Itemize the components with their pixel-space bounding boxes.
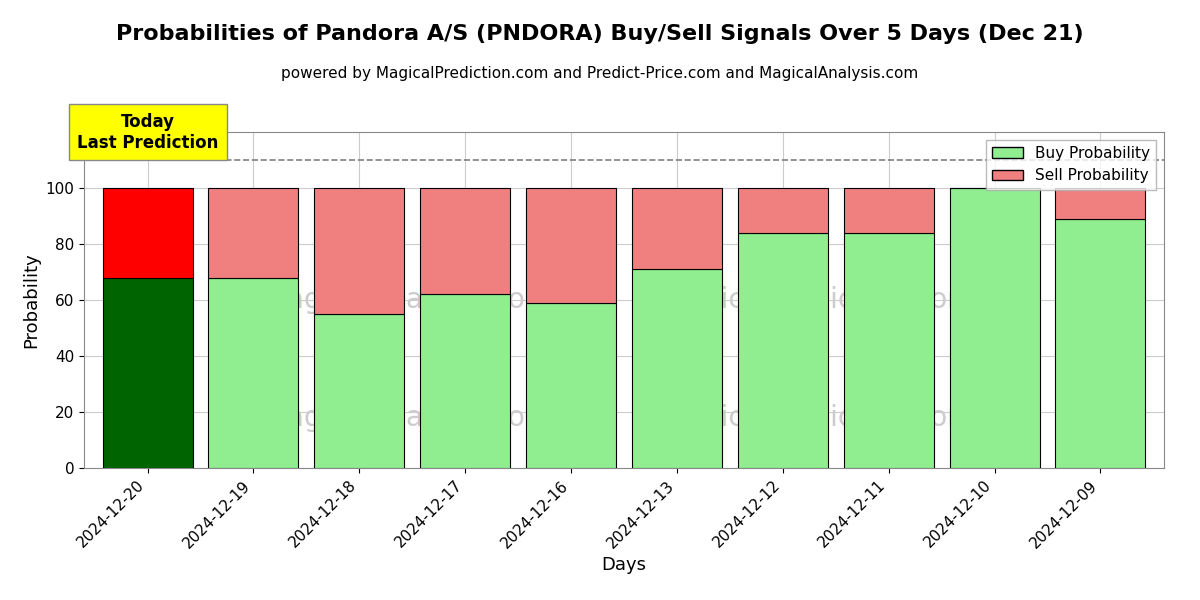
Bar xyxy=(209,188,299,278)
Bar xyxy=(526,188,616,303)
Bar xyxy=(314,188,404,314)
Bar xyxy=(844,233,934,468)
Bar xyxy=(632,188,722,269)
Bar xyxy=(420,295,510,468)
Text: MagicalAnalysis.com: MagicalAnalysis.com xyxy=(264,404,552,431)
Bar xyxy=(314,314,404,468)
Text: Probabilities of Pandora A/S (PNDORA) Buy/Sell Signals Over 5 Days (Dec 21): Probabilities of Pandora A/S (PNDORA) Bu… xyxy=(116,24,1084,44)
Bar xyxy=(209,278,299,468)
Bar xyxy=(632,269,722,468)
Bar xyxy=(1056,219,1146,468)
Text: Today
Last Prediction: Today Last Prediction xyxy=(77,113,218,152)
Bar xyxy=(949,188,1039,468)
Bar xyxy=(844,188,934,233)
X-axis label: Days: Days xyxy=(601,556,647,574)
Y-axis label: Probability: Probability xyxy=(22,252,40,348)
Legend: Buy Probability, Sell Probability: Buy Probability, Sell Probability xyxy=(986,140,1157,190)
Text: powered by MagicalPrediction.com and Predict-Price.com and MagicalAnalysis.com: powered by MagicalPrediction.com and Pre… xyxy=(281,66,919,81)
Bar xyxy=(1056,188,1146,219)
Bar xyxy=(102,278,192,468)
Bar xyxy=(738,233,828,468)
Text: MagicalPrediction.com: MagicalPrediction.com xyxy=(662,286,974,314)
Bar xyxy=(420,188,510,295)
Bar xyxy=(738,188,828,233)
Bar xyxy=(526,303,616,468)
Text: MagicalPrediction.com: MagicalPrediction.com xyxy=(662,404,974,431)
Text: MagicalAnalysis.com: MagicalAnalysis.com xyxy=(264,286,552,314)
Bar xyxy=(102,188,192,278)
